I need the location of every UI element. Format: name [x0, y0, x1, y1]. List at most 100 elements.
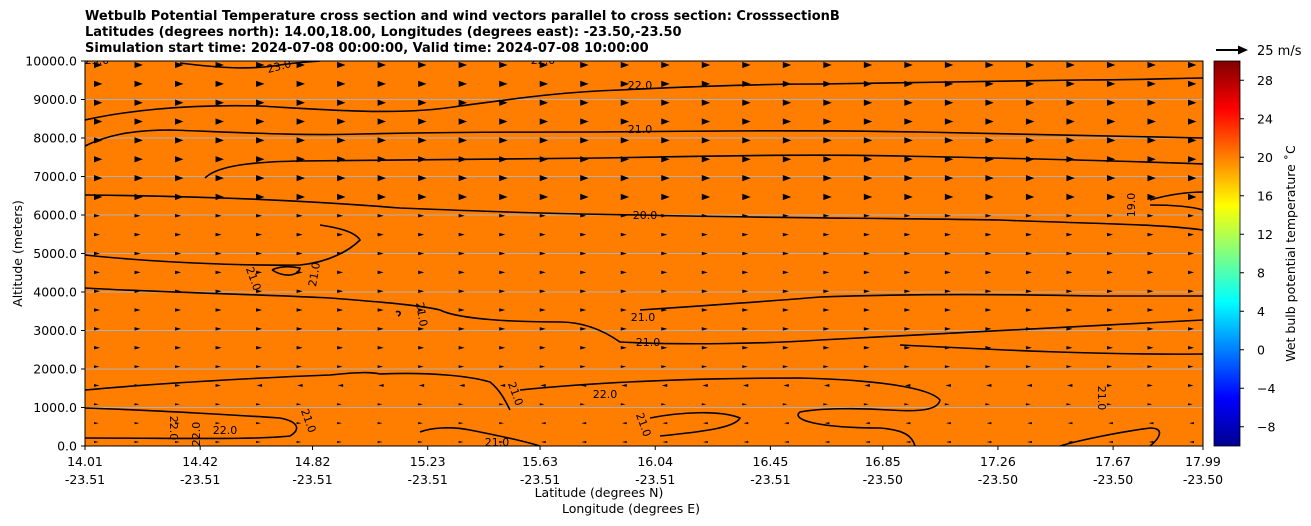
wind-arrow-head: [458, 251, 465, 256]
wind-arrow: [377, 99, 387, 106]
wind-arrow-head: [1066, 156, 1075, 163]
wind-arrow: [1147, 61, 1156, 69]
wind-arrow: [823, 156, 832, 163]
wind-arrow: [215, 270, 222, 275]
wind-arrow-head: [337, 270, 344, 275]
wind-arrow-head: [823, 308, 830, 312]
wind-arrow: [1025, 137, 1035, 144]
wind-arrow: [701, 403, 707, 406]
wind-arrow-head: [458, 440, 464, 444]
wind-arrow: [580, 308, 587, 312]
wind-arrow: [337, 251, 344, 256]
wind-arrow: [1188, 270, 1194, 275]
wind-arrow: [337, 174, 346, 182]
wind-arrow: [337, 365, 343, 368]
wind-arrow-head: [94, 61, 103, 69]
wind-arrow: [175, 156, 184, 163]
wind-arrow-head: [296, 308, 303, 312]
colorbar-bar: [1213, 60, 1241, 447]
wind-arrow-head: [1106, 384, 1113, 387]
wind-arrow: [701, 193, 711, 201]
wind-arrow-head: [701, 156, 711, 163]
wind-arrow: [823, 214, 830, 218]
wind-arrow: [94, 80, 103, 87]
wind-arrow: [661, 289, 668, 293]
wind-arrow-head: [1106, 346, 1113, 350]
wind-arrow-head: [1147, 251, 1154, 256]
wind-arrow-head: [701, 270, 708, 275]
y-tick-label: 4000.0: [33, 285, 77, 300]
contour-19-right: [1149, 191, 1203, 201]
wind-arrow: [540, 422, 546, 425]
wind-arrow-head: [823, 118, 832, 125]
wind-arrow: [377, 289, 384, 293]
y-tick-label: 2000.0: [33, 362, 77, 377]
wind-arrow-head: [661, 137, 670, 144]
wind-arrow-head: [944, 61, 954, 69]
wind-arrow: [1025, 156, 1035, 163]
wind-arrow: [823, 327, 830, 331]
colorbar-tick-label: −8: [1257, 419, 1275, 434]
wind-arrow-head: [904, 137, 913, 144]
wind-arrow: [134, 327, 141, 331]
wind-arrow-head: [377, 61, 387, 69]
wind-arrow: [1148, 440, 1154, 444]
wind-arrow-head: [782, 403, 788, 406]
wind-arrow: [1106, 61, 1116, 69]
wind-arrow: [175, 80, 184, 87]
wind-arrow-head: [1066, 193, 1075, 201]
wind-arrow: [580, 384, 587, 387]
wind-arrow-head: [1147, 232, 1154, 237]
wind-arrow: [1025, 346, 1032, 350]
wind-arrow: [863, 403, 869, 406]
wind-arrow: [944, 137, 954, 144]
wind-arrow-head: [94, 308, 100, 312]
wind-arrow-head: [1106, 327, 1113, 331]
wind-arrow-head: [418, 346, 425, 350]
wind-arrow: [1066, 365, 1072, 368]
wind-arrow: [1147, 193, 1156, 201]
wind-arrow: [661, 61, 670, 69]
wind-arrow: [661, 118, 670, 125]
wind-arrow: [621, 422, 627, 425]
wind-arrow-head: [418, 327, 425, 331]
wind-arrow: [1106, 80, 1116, 87]
wind-arrow-head: [1066, 308, 1073, 312]
wind-arrow: [1188, 61, 1197, 69]
wind-arrow: [661, 365, 667, 368]
wind-arrow: [620, 99, 630, 106]
wind-arrow-head: [215, 137, 224, 144]
wind-arrow-head: [1066, 289, 1073, 293]
wind-arrow-head: [944, 137, 954, 144]
wind-arrow: [458, 422, 464, 425]
wind-arrow: [1106, 327, 1113, 331]
wind-arrow: [1147, 365, 1153, 368]
wind-arrow: [1025, 174, 1035, 182]
wind-arrow: [134, 118, 143, 125]
wind-arrow: [823, 251, 830, 256]
wind-arrow-head: [782, 251, 789, 256]
wind-arrow-head: [499, 270, 506, 275]
wind-arrow-head: [256, 346, 263, 350]
wind-arrow: [1066, 251, 1073, 256]
wind-arrow: [985, 156, 994, 163]
wind-arrow-head: [1066, 118, 1075, 125]
wind-arrow: [539, 118, 549, 125]
wind-arrow: [581, 440, 587, 444]
wind-arrow-head: [296, 80, 305, 87]
wind-arrow-head: [94, 156, 103, 163]
wind-arrow-head: [823, 251, 830, 256]
wind-arrow: [175, 61, 184, 69]
contour-22-upper: [85, 77, 1203, 121]
wind-arrow: [1147, 232, 1154, 237]
wind-arrow: [1066, 99, 1075, 106]
wind-arrow-head: [904, 214, 911, 218]
quiver-key-head: [1238, 45, 1248, 55]
wind-arrow-head: [985, 365, 991, 368]
wind-arrow: [1147, 174, 1156, 182]
wind-arrow-head: [377, 80, 387, 87]
wind-arrow-head: [1106, 99, 1116, 106]
wind-arrow: [418, 251, 425, 256]
contour-label: 21.0: [306, 261, 323, 287]
wind-arrow: [863, 327, 870, 331]
